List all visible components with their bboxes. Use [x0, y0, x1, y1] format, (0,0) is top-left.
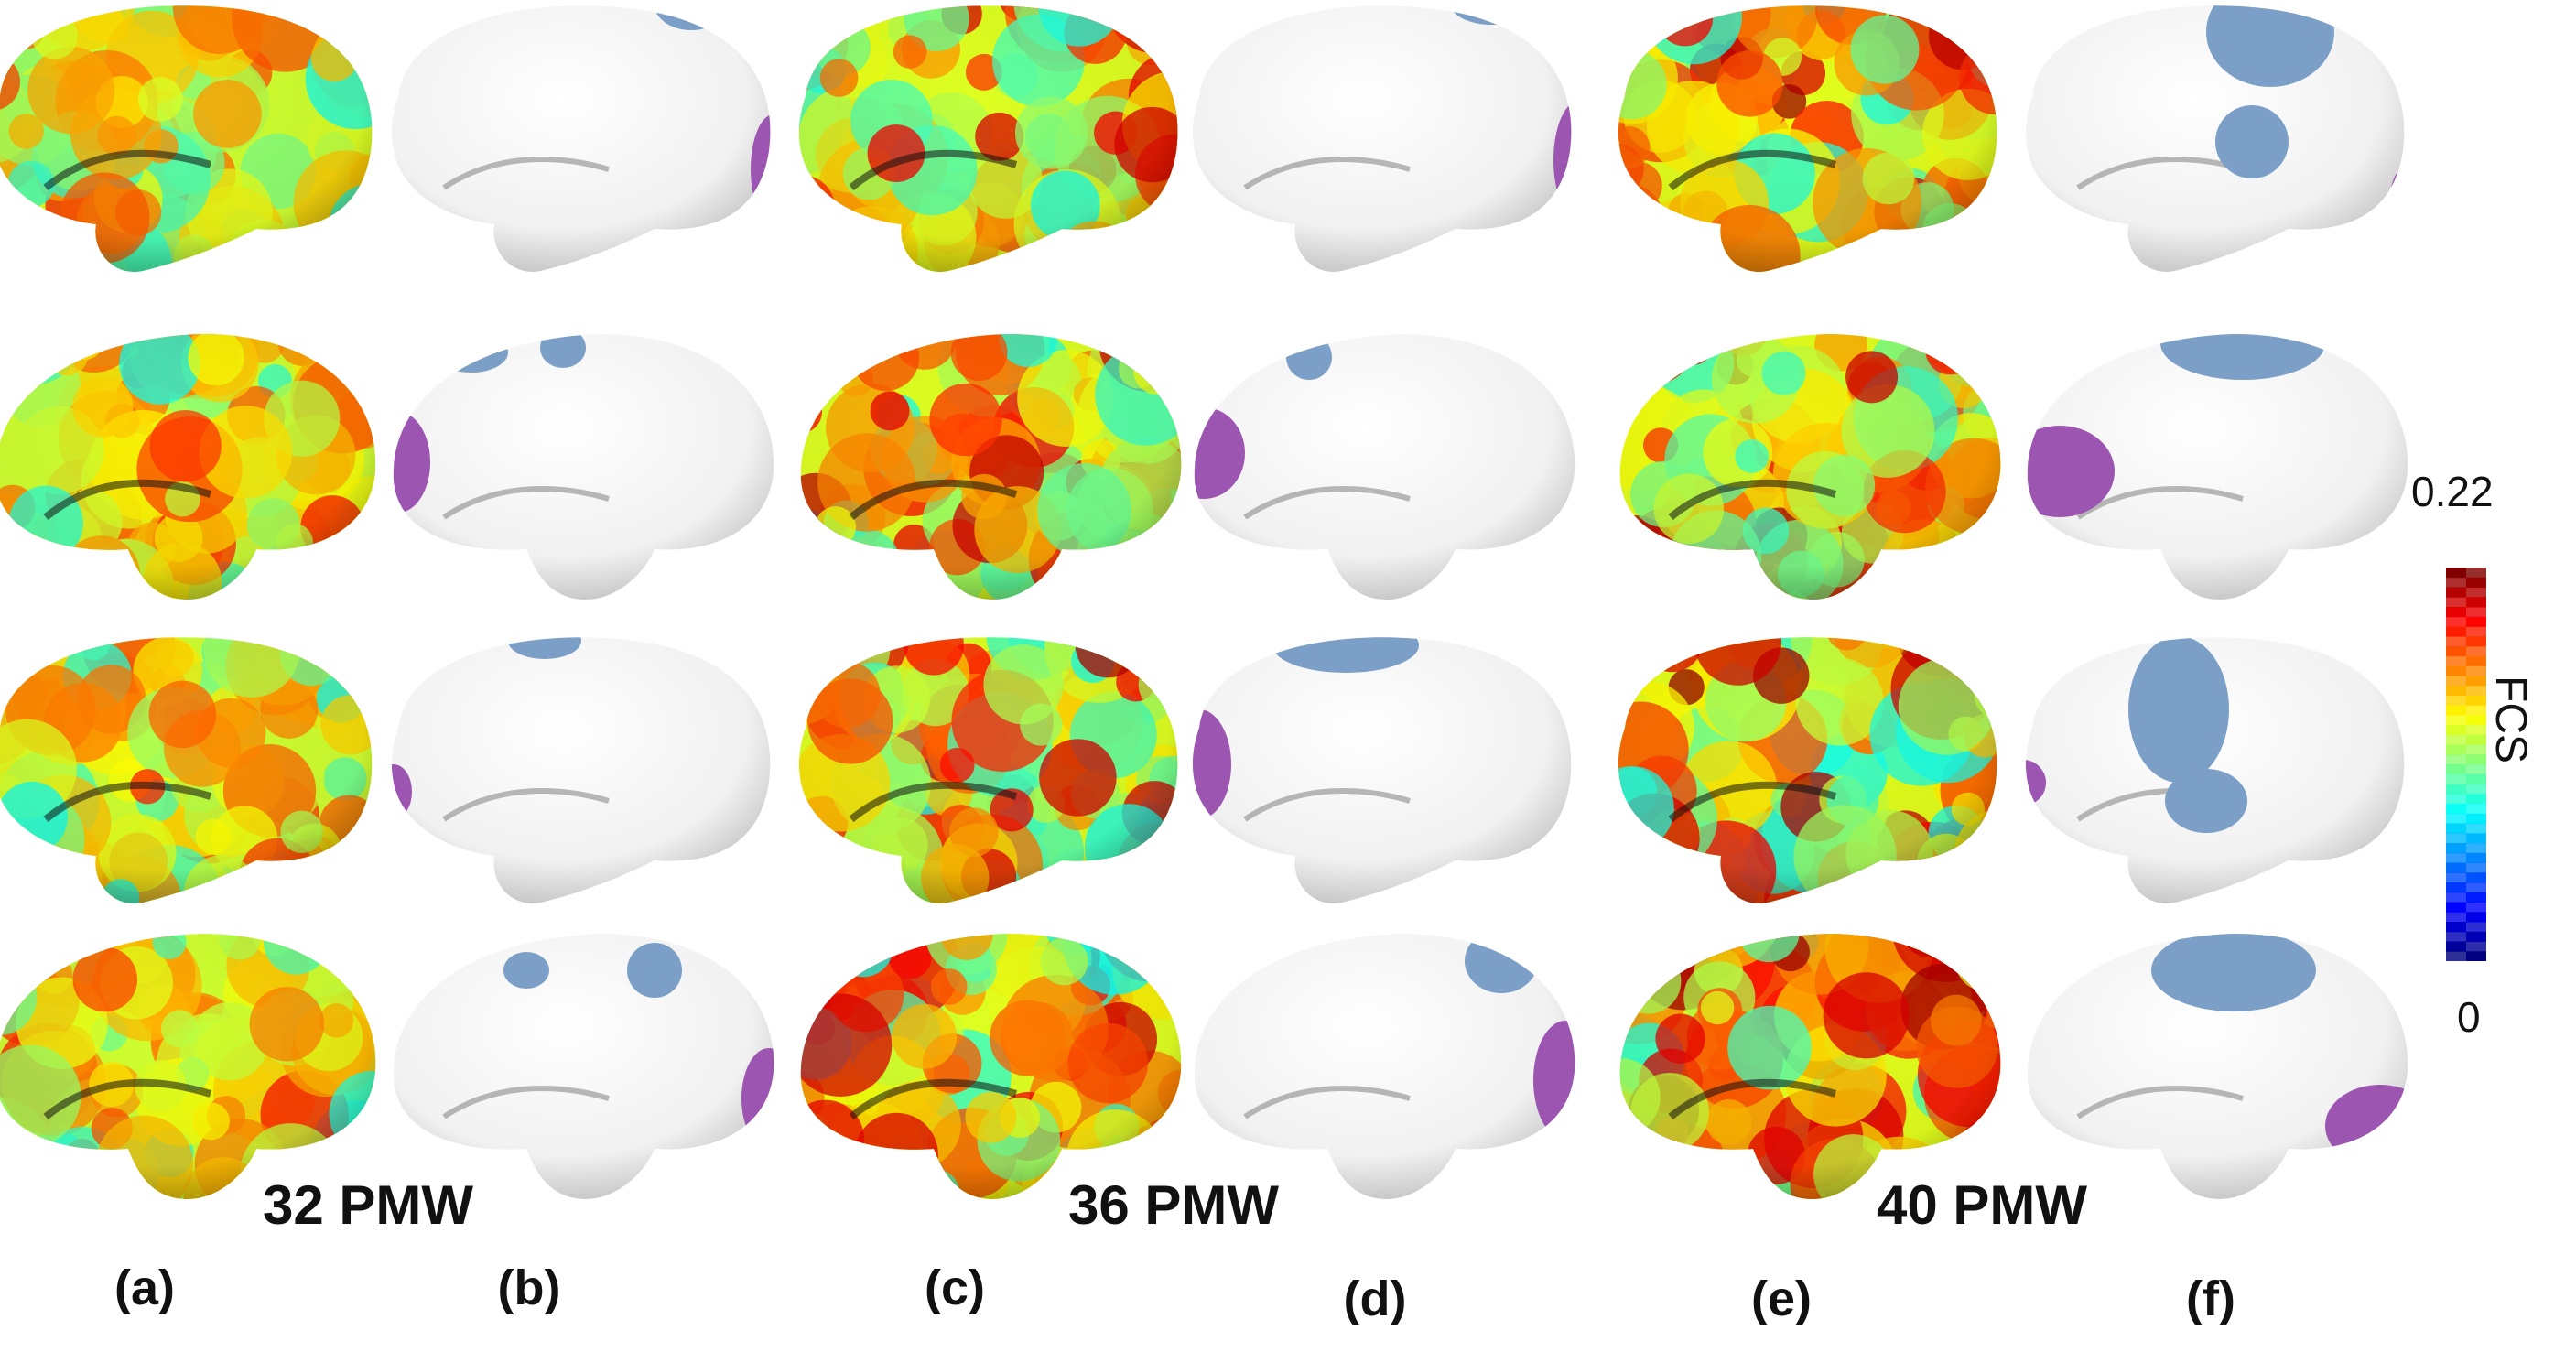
colorbar-title: FCS — [2486, 676, 2535, 763]
fcs-brain-map — [0, 5, 373, 272]
hub-brain-map — [1192, 5, 1572, 272]
colorbar — [2446, 568, 2486, 961]
hub-brain-map — [1194, 934, 1575, 1199]
group-label-40-pmw: 40 PMW — [1876, 1174, 2088, 1236]
group-label-36-pmw: 36 PMW — [1067, 1174, 1280, 1236]
fcs-brain-map — [798, 5, 1178, 272]
group-label-32-pmw: 32 PMW — [262, 1174, 474, 1236]
fcs-brain-map — [1619, 334, 2001, 600]
fcs-brain-map — [798, 637, 1178, 903]
panel-label-f: (f) — [2186, 1271, 2235, 1326]
fcs-brain-map — [0, 334, 376, 600]
hub-brain-map — [2025, 5, 2405, 272]
hub-brain-map — [2027, 334, 2408, 600]
hub-brain-map — [391, 5, 771, 272]
panel-label-d: (d) — [1343, 1271, 1407, 1326]
panel-label-c: (c) — [925, 1260, 985, 1315]
panel-label-e: (e) — [1751, 1271, 1812, 1326]
fcs-brain-map — [800, 334, 1182, 600]
colorbar-min-label: 0 — [2457, 993, 2481, 1041]
fcs-brain-map — [1618, 637, 1997, 903]
hub-brain-map — [1192, 637, 1572, 903]
hub-brain-map — [393, 934, 774, 1199]
panel-label-b: (b) — [497, 1260, 561, 1315]
fcs-brain-map — [0, 637, 373, 903]
fcs-brain-map — [1618, 5, 1997, 272]
hub-brain-map — [393, 334, 774, 600]
hub-brain-map — [2025, 637, 2405, 903]
hub-brain-map — [2027, 934, 2408, 1199]
hub-brain-map — [391, 637, 771, 903]
hub-brain-map — [1194, 334, 1575, 600]
panel-label-a: (a) — [114, 1260, 175, 1315]
colorbar-max-label: 0.22 — [2411, 468, 2494, 515]
